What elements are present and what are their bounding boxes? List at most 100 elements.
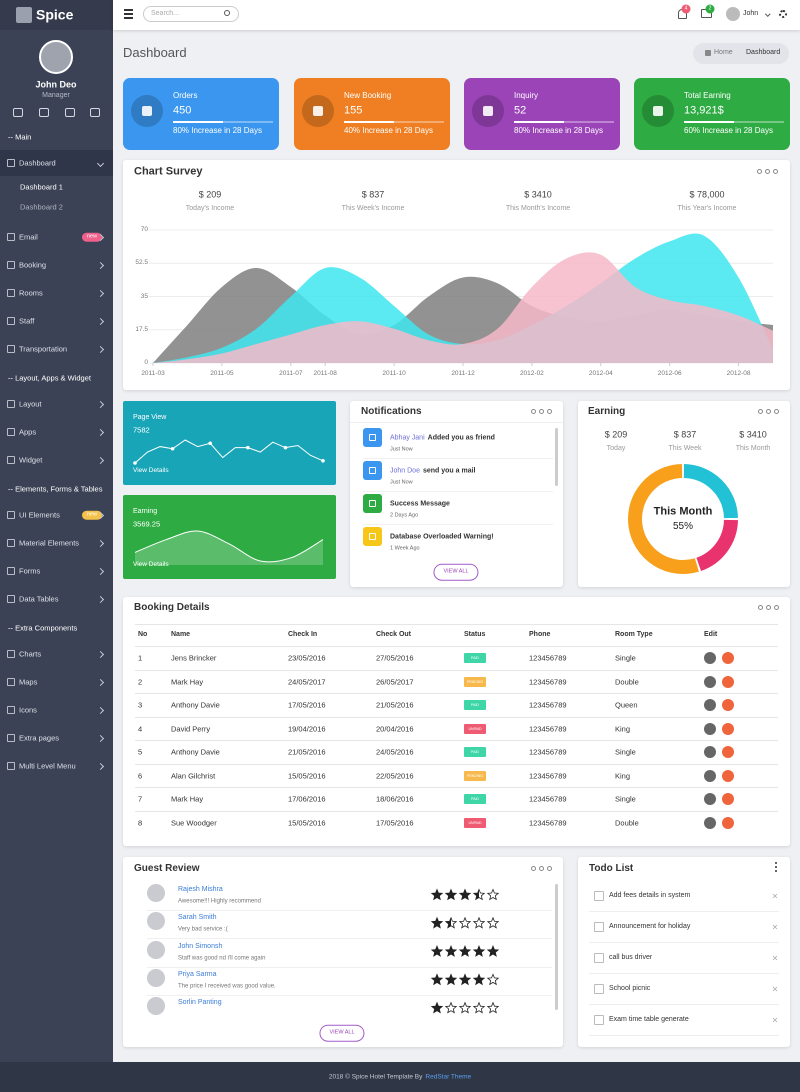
user-action-icon[interactable] bbox=[39, 108, 49, 117]
panel-control[interactable] bbox=[773, 168, 778, 174]
footer-link[interactable]: RedStar Theme bbox=[425, 1073, 472, 1081]
submenu-item[interactable]: Dashboard 1 bbox=[20, 182, 63, 192]
panel-title: Booking Details bbox=[134, 602, 210, 613]
todo-checkbox[interactable] bbox=[594, 1015, 604, 1025]
panel-control[interactable] bbox=[758, 408, 763, 414]
panel-control[interactable] bbox=[539, 865, 544, 871]
x-tick-label: 2012-08 bbox=[726, 370, 751, 378]
item-divider bbox=[363, 491, 553, 492]
panel-control[interactable] bbox=[547, 408, 552, 414]
menu-item[interactable]: Maps bbox=[19, 677, 38, 687]
menu-item[interactable]: Icons bbox=[19, 705, 37, 715]
menu-item[interactable]: Booking bbox=[19, 260, 47, 270]
menu-item[interactable]: Extra pages bbox=[19, 733, 60, 743]
reviewer-name[interactable]: Rajesh Mishra bbox=[178, 885, 223, 893]
panel-control[interactable] bbox=[757, 168, 762, 174]
panel-control[interactable] bbox=[758, 604, 763, 610]
item-divider bbox=[589, 911, 779, 912]
menu-item[interactable]: Layout bbox=[19, 399, 42, 409]
delete-button[interactable] bbox=[722, 699, 734, 711]
menu-item[interactable]: Dashboard bbox=[19, 158, 56, 168]
menu-item[interactable]: Rooms bbox=[19, 288, 43, 298]
settings-icon[interactable] bbox=[779, 10, 787, 18]
view-all-button[interactable]: VIEW ALL bbox=[433, 563, 479, 581]
rating-star bbox=[486, 1001, 500, 1014]
menu-item[interactable]: UI Elements bbox=[19, 510, 60, 520]
edit-button[interactable] bbox=[704, 746, 716, 758]
widget-link[interactable]: View Details bbox=[133, 561, 169, 569]
menu-item[interactable]: Email bbox=[19, 232, 38, 242]
edit-button[interactable] bbox=[704, 816, 716, 829]
summary-value: $ 3410 bbox=[524, 189, 552, 200]
edit-button[interactable] bbox=[704, 793, 716, 805]
menu-item[interactable]: Widget bbox=[19, 455, 43, 465]
panel-control[interactable] bbox=[531, 865, 536, 871]
menu-item[interactable]: Transportation bbox=[19, 344, 68, 354]
summary-value: $ 3410 bbox=[739, 429, 767, 440]
user-action-icon[interactable] bbox=[90, 108, 100, 117]
summary-value: $ 209 bbox=[604, 429, 628, 440]
edit-button[interactable] bbox=[704, 769, 716, 782]
stat-title: Orders bbox=[173, 91, 198, 101]
panel-control[interactable] bbox=[531, 408, 536, 414]
panel-control[interactable] bbox=[539, 408, 544, 414]
kebab-dot[interactable] bbox=[775, 866, 777, 868]
status-badge: UNPAID bbox=[464, 817, 486, 828]
menu-item[interactable]: Staff bbox=[19, 316, 35, 326]
delete-button[interactable] bbox=[722, 652, 734, 664]
table-cell: 6 bbox=[138, 771, 143, 780]
footer-text: 2018 © Spice Hotel Template By RedStar Th… bbox=[329, 1074, 471, 1081]
notification-name[interactable]: John Doe bbox=[390, 467, 420, 475]
menu-icon bbox=[7, 456, 15, 464]
widget-link[interactable]: View Details bbox=[133, 467, 169, 475]
menu-item[interactable]: Material Elements bbox=[19, 538, 80, 548]
edit-button[interactable] bbox=[704, 699, 716, 711]
panel-control[interactable] bbox=[774, 604, 779, 610]
topbar-avatar[interactable] bbox=[726, 7, 740, 21]
user-action-icon[interactable] bbox=[13, 108, 23, 117]
table-cell: 123456789 bbox=[529, 771, 567, 780]
todo-checkbox[interactable] bbox=[594, 922, 604, 932]
submenu-item[interactable]: Dashboard 2 bbox=[20, 202, 63, 212]
edit-button[interactable] bbox=[704, 652, 716, 664]
menu-item[interactable]: Data Tables bbox=[19, 594, 59, 604]
menu-item[interactable]: Charts bbox=[19, 649, 42, 659]
kebab-dot[interactable] bbox=[775, 870, 777, 872]
topbar-user[interactable]: John bbox=[743, 9, 759, 17]
view-all-button[interactable]: VIEW ALL bbox=[319, 1024, 365, 1042]
panel-control[interactable] bbox=[766, 408, 771, 414]
user-action-icon[interactable] bbox=[65, 108, 75, 117]
reviewer-name[interactable]: Priya Sarma bbox=[178, 970, 217, 978]
reviewer-name[interactable]: Sarah Smith bbox=[178, 914, 217, 922]
menu-item[interactable]: Multi Level Menu bbox=[19, 761, 76, 771]
edit-button[interactable] bbox=[704, 675, 716, 688]
todo-checkbox[interactable] bbox=[594, 984, 604, 994]
reviewer-name[interactable]: Sorlin Panting bbox=[178, 998, 222, 1006]
delete-button[interactable] bbox=[722, 793, 734, 805]
search-box[interactable] bbox=[143, 6, 239, 22]
delete-button[interactable] bbox=[722, 769, 734, 782]
menu-item[interactable]: Forms bbox=[19, 566, 41, 576]
notification-name[interactable]: Abhay Jani bbox=[390, 434, 425, 442]
breadcrumb-link[interactable]: Home bbox=[714, 48, 733, 56]
delete-button[interactable] bbox=[722, 722, 734, 735]
delete-button[interactable] bbox=[722, 675, 734, 688]
stat-progress-track bbox=[514, 121, 614, 123]
delete-button[interactable] bbox=[722, 746, 734, 758]
menu-item[interactable]: Apps bbox=[19, 427, 37, 437]
todo-item: Announcement for holiday bbox=[609, 922, 691, 930]
panel-control[interactable] bbox=[766, 604, 771, 610]
panel-control[interactable] bbox=[547, 865, 552, 871]
panel-control[interactable] bbox=[774, 408, 779, 414]
kebab-dot[interactable] bbox=[775, 862, 777, 864]
todo-checkbox[interactable] bbox=[594, 891, 604, 901]
table-cell: 7 bbox=[138, 794, 143, 804]
edit-button[interactable] bbox=[704, 722, 716, 735]
reviewer-name[interactable]: John Simonsh bbox=[178, 942, 223, 950]
delete-button[interactable] bbox=[722, 816, 734, 829]
table-rule bbox=[135, 624, 778, 625]
todo-checkbox[interactable] bbox=[594, 953, 604, 963]
panel-control[interactable] bbox=[765, 168, 770, 174]
table-cell: King bbox=[615, 724, 631, 733]
